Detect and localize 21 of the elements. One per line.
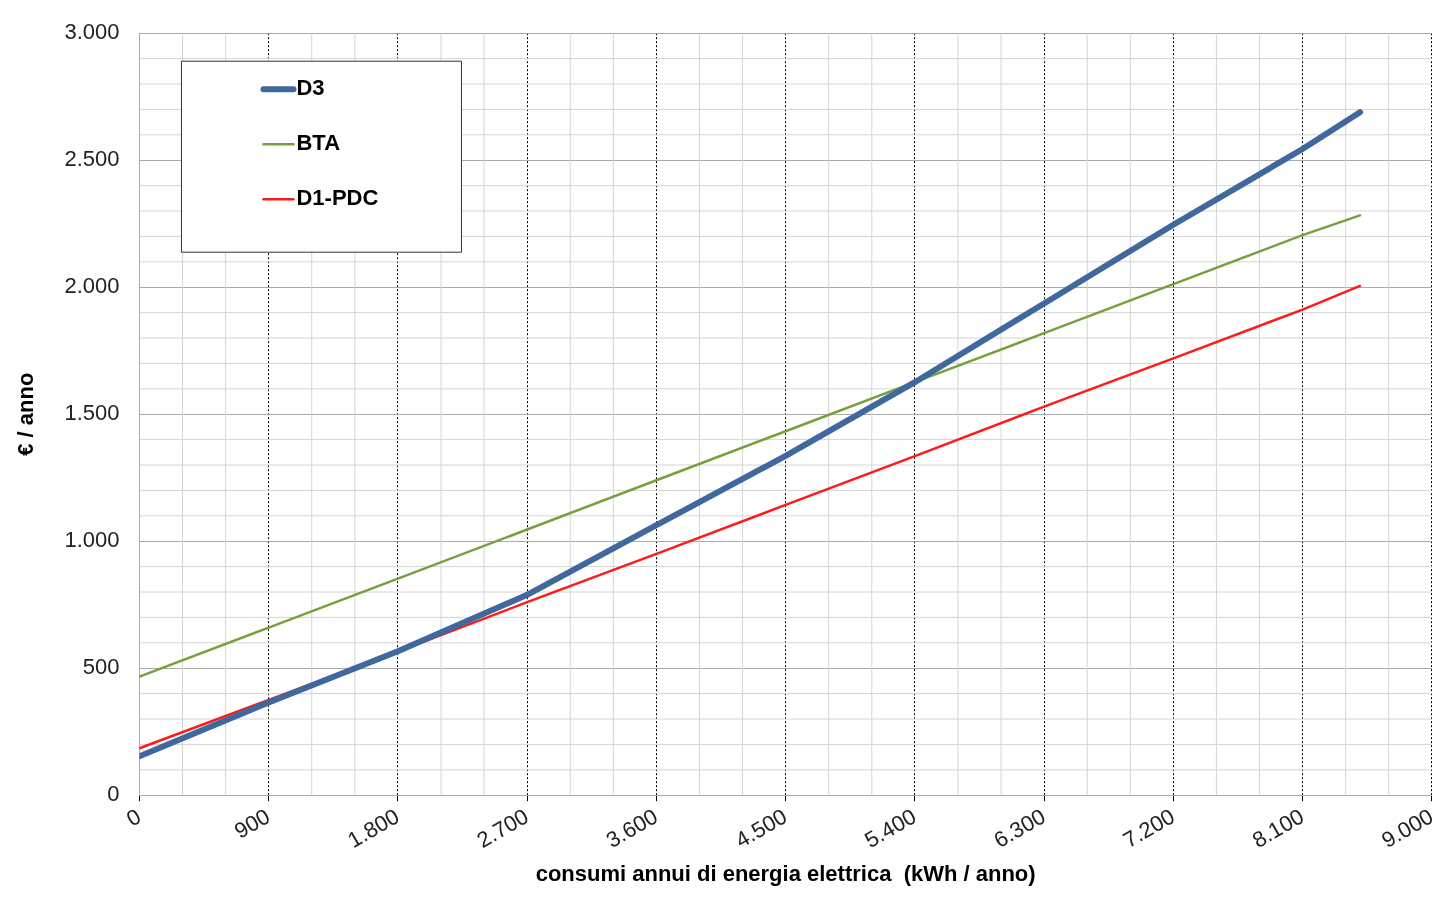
- x-tick-label: 5.400: [860, 803, 921, 853]
- y-axis-title: € / anno: [13, 372, 39, 456]
- x-tick-label: 9.000: [1377, 803, 1438, 853]
- x-tick-label: 900: [229, 803, 275, 844]
- legend-label: BTA: [296, 130, 341, 156]
- y-tick-label: 1.000: [64, 527, 120, 553]
- x-tick-label: 4.500: [731, 803, 792, 853]
- y-tick-label: 2.000: [64, 273, 120, 299]
- y-tick-label: 0: [107, 781, 120, 807]
- x-tick-label: 8.100: [1247, 803, 1309, 853]
- y-tick-label: 1.500: [64, 400, 120, 426]
- y-tick-label: 2.500: [64, 146, 120, 172]
- x-tick-label: 6.300: [989, 803, 1050, 853]
- y-tick-label: 3.000: [64, 19, 120, 45]
- x-tick-label: 3.600: [601, 803, 662, 853]
- x-tick-label: 7.200: [1118, 803, 1179, 853]
- legend-label: D1-PDC: [296, 185, 379, 211]
- x-tick-label: 0: [121, 803, 145, 832]
- y-tick-label: 500: [82, 654, 120, 680]
- legend-label: D3: [296, 75, 325, 101]
- x-axis-title: consumi annui di energia elettrica (kWh / anno): [535, 860, 1036, 886]
